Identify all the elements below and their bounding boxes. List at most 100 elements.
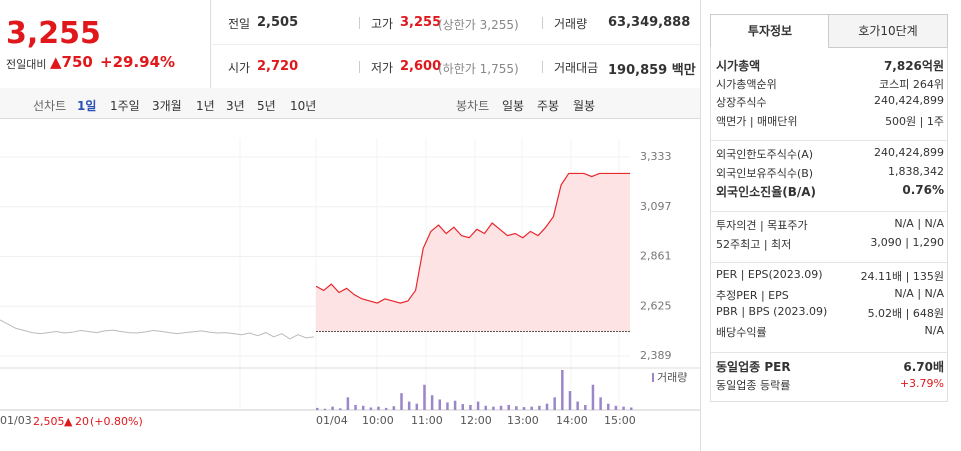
sep (359, 17, 360, 29)
section-divider (711, 211, 947, 212)
volume-bar (630, 407, 633, 410)
volume-bar (522, 407, 526, 410)
section-divider (711, 352, 947, 353)
x-tick-label: 14:00 (556, 414, 588, 427)
volume-bar (453, 400, 457, 410)
x-tick-label: 12:00 (460, 414, 492, 427)
row-value: N/A (924, 323, 944, 337)
section-divider (711, 262, 947, 263)
legend: 거래량 (657, 371, 687, 384)
row-value: 240,424,899 (874, 146, 944, 159)
price-chart: 3,333 3,097 2,861 2,625 2,389 거래량 01/03 01/04 10… (0, 138, 700, 427)
volume-bar (484, 405, 487, 410)
x-tick-label: 11:00 (411, 414, 443, 427)
row-value: 6.70배 (903, 360, 944, 374)
row-label: 외국인소진율(B/A) (716, 185, 817, 199)
y-tick-label: 2,389 (640, 349, 672, 362)
info-label: 저가 (371, 61, 394, 75)
volume-bar (392, 406, 396, 410)
row-label: 52주최고 | 최저 (716, 237, 792, 251)
info-label: 거래대금 (554, 61, 599, 75)
row-value: 24.11배 | 135원 (860, 270, 944, 283)
row-label: 동일업종 등락률 (716, 378, 791, 392)
info-value: 190,859 백만 (608, 63, 696, 78)
row-label: 동일업종 PER (716, 360, 791, 374)
info-value: 2,505 (257, 15, 299, 30)
row-value: 코스피 264위 (879, 77, 944, 91)
legend-swatch (652, 373, 654, 382)
x-tick-label: 01/04 (316, 414, 348, 427)
row-value: 3,090 | 1,290 (870, 235, 944, 249)
section-divider (711, 140, 947, 141)
volume-bar (331, 406, 334, 410)
tab[interactable]: 투자정보 (710, 14, 830, 47)
period-button[interactable]: 1주일 (110, 99, 140, 113)
x-tick-label: 15:00 (604, 414, 636, 427)
volume-bar (499, 405, 503, 410)
volume-bar (430, 395, 434, 410)
sep (359, 61, 360, 73)
price: 3,255 (6, 16, 101, 51)
period-button[interactable]: 5년 (257, 99, 276, 113)
candle-button[interactable]: 일봉 (502, 99, 525, 113)
row-value: 5.02배 | 648원 (867, 307, 944, 320)
row-label: PBR | BPS (2023.09) (716, 305, 828, 318)
divider (700, 0, 701, 451)
volume-bar (545, 403, 549, 410)
y-tick-label: 3,333 (640, 150, 672, 163)
y-tick-label: 2,625 (640, 299, 672, 312)
info-value: 63,349,888 (608, 15, 691, 30)
row-value: 500원 | 1주 (885, 114, 944, 128)
footer-price: 2,505 (33, 415, 65, 428)
info-sub: (하한가 1,755) (438, 62, 519, 76)
row-value: N/A | N/A (894, 217, 944, 230)
row-label: PER | EPS(2023.09) (716, 268, 823, 281)
toolbar (0, 88, 700, 119)
change-rate: +29.94% (100, 53, 176, 71)
volume-bar (492, 406, 495, 410)
candle-button[interactable]: 월봉 (573, 99, 596, 113)
change: ▲750 (50, 53, 93, 71)
tab[interactable]: 호가10단계 (828, 14, 948, 48)
row-label: 투자의견 | 목표주가 (716, 219, 808, 232)
volume-bar (576, 401, 579, 410)
volume-bar (607, 403, 610, 410)
candle-button[interactable]: 주봉 (537, 99, 560, 113)
period-button[interactable]: 1년 (196, 99, 215, 113)
row-label: 배당수익률 (716, 325, 767, 339)
info-label: 시가 (228, 61, 251, 75)
volume-bar (515, 406, 518, 410)
prev-day-line (0, 319, 315, 340)
volume-bar (568, 391, 572, 410)
volume-bar (476, 401, 480, 410)
volume-bar (346, 397, 350, 410)
period-button[interactable]: 3개월 (152, 99, 182, 113)
today-line (315, 172, 630, 304)
toolbar-label: 선차트 (33, 99, 67, 113)
info-label: 전일 (228, 17, 251, 31)
y-tick-label: 2,861 (640, 250, 672, 263)
volume-bar (622, 406, 625, 410)
info-label: 고가 (371, 17, 394, 31)
footer-rate: (+0.80%) (90, 415, 143, 428)
volume-bar (507, 404, 510, 410)
volume-bar (423, 384, 426, 410)
row-label: 외국인한도주식수(A) (716, 148, 814, 161)
info-label: 거래량 (554, 17, 588, 31)
info-sub: (상한가 3,255) (438, 18, 519, 32)
volume-bar (323, 408, 327, 410)
volume-bar (361, 405, 365, 410)
period-button[interactable]: 10년 (290, 99, 317, 113)
volume-bar (438, 399, 442, 410)
period-button[interactable]: 3년 (226, 99, 245, 113)
row-label: 추정PER | EPS (716, 288, 789, 302)
info-value: 3,255 (400, 15, 442, 30)
period-button[interactable]: 1일 (77, 99, 97, 113)
volume-bar (338, 408, 342, 410)
volume-bar (538, 405, 541, 410)
y-tick-label: 3,097 (640, 200, 672, 213)
volume-bar (446, 402, 449, 410)
row-label: 상장주식수 (716, 96, 767, 109)
change-value: 750 (61, 53, 93, 71)
volume-bar (400, 393, 403, 410)
